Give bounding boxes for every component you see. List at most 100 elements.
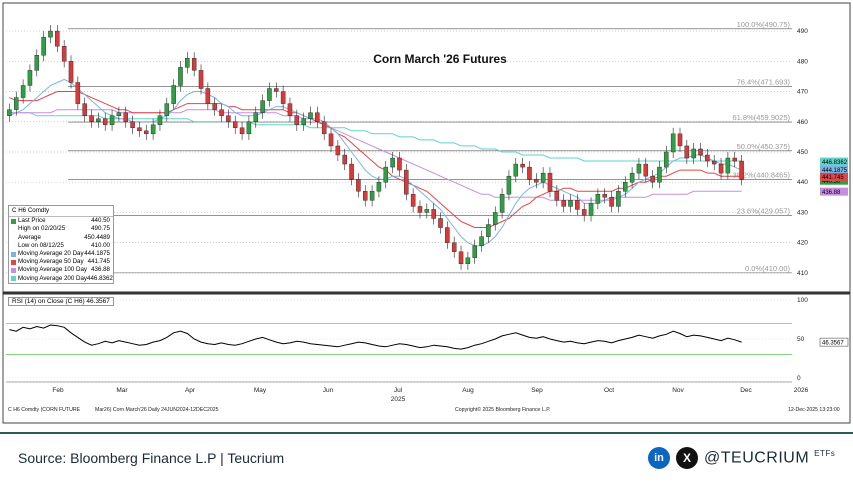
legend-row: Average 450.4489 — [9, 234, 113, 242]
legend-row-label: Moving Average 50 Day — [11, 258, 84, 266]
candle-body — [356, 178, 361, 192]
candle-body — [547, 172, 553, 192]
candle-body — [82, 103, 87, 116]
fib-label: 61.8%(459.9025) — [732, 113, 790, 122]
chart-legend: C H6 Comdty Last Price 440.50 High on 02/2… — [8, 205, 114, 284]
candle-body — [315, 112, 320, 122]
candle-body — [171, 85, 176, 104]
legend-label-text: High on 02/20/25 — [18, 225, 66, 233]
candle-body — [513, 163, 519, 177]
legend-swatch — [11, 268, 16, 274]
x-icon[interactable]: X — [676, 447, 698, 469]
x-tick-label: Oct — [604, 387, 614, 394]
candle-body — [568, 200, 573, 207]
legend-label-text: Moving Average 20 Day — [18, 250, 84, 258]
legend-row: Moving Average 50 Day 441.745 — [9, 258, 113, 266]
ma50-line — [9, 91, 742, 228]
x-tick-label: May — [254, 387, 267, 394]
candle-body — [458, 251, 464, 265]
chart-title: Corn March '26 Futures — [373, 52, 507, 66]
candle-body — [595, 194, 601, 204]
candle-body — [349, 163, 354, 180]
legend-row-label: High on 02/20/25 — [11, 225, 65, 233]
candle-body — [410, 194, 416, 207]
candle-body — [664, 151, 669, 168]
rsi-value-tag: 46.3567 — [822, 340, 844, 346]
candle-body — [588, 203, 594, 216]
rsi-value-tag-bg — [819, 337, 849, 347]
candle-body — [711, 160, 717, 165]
candle-body — [534, 178, 539, 183]
candle-body — [739, 160, 744, 180]
candle-body — [718, 163, 724, 174]
linkedin-icon[interactable]: in — [648, 447, 670, 469]
legend-row-label: Moving Average 20 Day — [11, 250, 84, 258]
candle-body — [246, 121, 252, 135]
price-tag-bg — [820, 165, 848, 174]
candle-body — [198, 70, 204, 89]
candle-body — [445, 227, 450, 243]
legend-label-text: Average — [18, 233, 41, 241]
brand-handle: @TEUCRIUM ETFs — [704, 449, 835, 467]
bottom-mid-caption: Mar26) Corn March'26 Daily 24JUN2024-12D… — [95, 407, 219, 413]
legend-value: 444.1875 — [84, 250, 110, 258]
legend-swatch — [11, 259, 16, 265]
x-tick-label: Jul — [394, 387, 403, 394]
candle-body — [191, 58, 197, 71]
candle-body — [725, 157, 731, 174]
legend-label-text: Moving Average 100 Day — [18, 266, 88, 274]
legend-row: Moving Average 100 Day 436.88 — [9, 266, 113, 274]
candle-body — [383, 166, 389, 183]
legend-swatch — [11, 276, 16, 282]
moving-averages — [9, 78, 742, 247]
legend-row: Moving Average 200 Day 446.8362 — [9, 275, 113, 283]
y-tick-label: 430 — [797, 209, 808, 216]
legend-row: Moving Average 20 Day 444.1875 — [9, 250, 113, 258]
candle-body — [698, 148, 703, 156]
candle-body — [328, 133, 334, 147]
candle-body — [575, 200, 580, 210]
candle-body — [239, 127, 245, 135]
brand-etfs: ETFs — [814, 448, 836, 458]
candle-body — [150, 124, 156, 135]
legend-value: 441.745 — [87, 258, 110, 266]
price-tag-label: 444.1875 — [822, 168, 848, 174]
x-tick-label: Jun — [323, 387, 334, 394]
x-tick-label: Aug — [462, 387, 474, 394]
legend-row-label: Last Price — [11, 217, 46, 225]
candle-body — [657, 166, 662, 183]
legend-value: 490.75 — [91, 225, 110, 233]
candle-body — [451, 242, 457, 252]
candle-body — [616, 191, 621, 207]
candle-body — [137, 127, 142, 132]
candle-body — [684, 145, 690, 159]
y-tick-label: 420 — [797, 240, 808, 247]
price-tag-label: 441.745 — [822, 175, 844, 181]
candle-body — [75, 82, 81, 104]
legend-swatch — [11, 227, 16, 232]
candle-body — [643, 163, 649, 177]
brand-block: in X @TEUCRIUM ETFs — [648, 446, 835, 470]
candle-body — [602, 194, 607, 198]
candle-body — [581, 209, 587, 216]
candle-body — [157, 115, 163, 125]
candle-body — [116, 112, 122, 116]
legend-label-text: Moving Average 200 Day — [18, 274, 88, 282]
rsi-label: RSI (14) on Close (C H6) 46.3567 — [8, 297, 114, 306]
candle-body — [130, 121, 135, 128]
candle-body — [609, 197, 614, 207]
y-tick-label: 490 — [797, 28, 808, 35]
fib-label: 0.0%(410.00) — [745, 264, 791, 273]
legend-swatch — [11, 251, 16, 257]
x-tick-label: Sep — [531, 387, 543, 394]
candle-body — [465, 257, 471, 265]
fib-label: 38.2%(440.8465) — [732, 171, 790, 180]
candle-body — [438, 218, 443, 228]
candle-body — [520, 163, 525, 168]
legend-row-label: Low on 08/12/25 — [11, 242, 64, 250]
price-tag-bg — [820, 187, 848, 196]
legend-row-label: Moving Average 200 Day — [11, 275, 87, 283]
candle-body — [178, 67, 183, 86]
